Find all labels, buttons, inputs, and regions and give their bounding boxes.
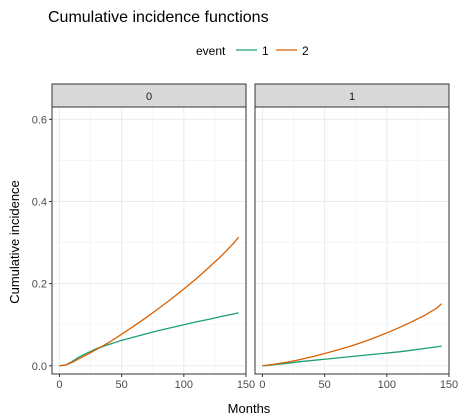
y-tick-label: 0.2 <box>32 279 47 291</box>
x-tick-label: 150 <box>237 379 255 391</box>
chart-title: Cumulative incidence functions <box>48 9 269 26</box>
x-tick-label: 150 <box>440 379 458 391</box>
legend-label-event-1: 1 <box>262 44 269 58</box>
x-tick-label: 0 <box>56 379 62 391</box>
x-tick-label: 100 <box>175 379 193 391</box>
x-tick-label: 50 <box>319 379 331 391</box>
y-tick-label: 0.4 <box>32 196 47 208</box>
panel-1: 1 0 50 100 150 <box>254 83 458 391</box>
panel-0: 0 0 50 100 150 0.0 0.2 0.4 0.6 <box>32 83 255 391</box>
y-tick-label: 0.0 <box>32 361 47 373</box>
legend-label-event-2: 2 <box>302 44 309 58</box>
y-tick-label: 0.6 <box>32 114 47 126</box>
legend: event 1 2 <box>196 44 309 58</box>
facet-strip-label: 0 <box>146 91 152 103</box>
series-event-1-line <box>262 345 442 367</box>
facet-strip-label: 1 <box>349 91 355 103</box>
y-axis-title: Cumulative incidence <box>7 180 22 304</box>
series-event-1-line <box>59 312 239 367</box>
series-event-2-line <box>262 303 442 367</box>
x-tick-label: 100 <box>378 379 396 391</box>
panel-border <box>254 106 450 375</box>
legend-title: event <box>196 44 226 58</box>
x-axis-title: Months <box>228 401 271 416</box>
x-tick-label: 0 <box>259 379 265 391</box>
panel-background <box>52 107 246 374</box>
series-event-2-line <box>59 236 240 367</box>
x-tick-label: 50 <box>116 379 128 391</box>
plot-area: 0 0 50 100 150 0.0 0.2 0.4 0.6 1 0 50 100 150 <box>32 83 458 391</box>
panel-border <box>51 106 247 375</box>
panel-background <box>255 107 449 374</box>
